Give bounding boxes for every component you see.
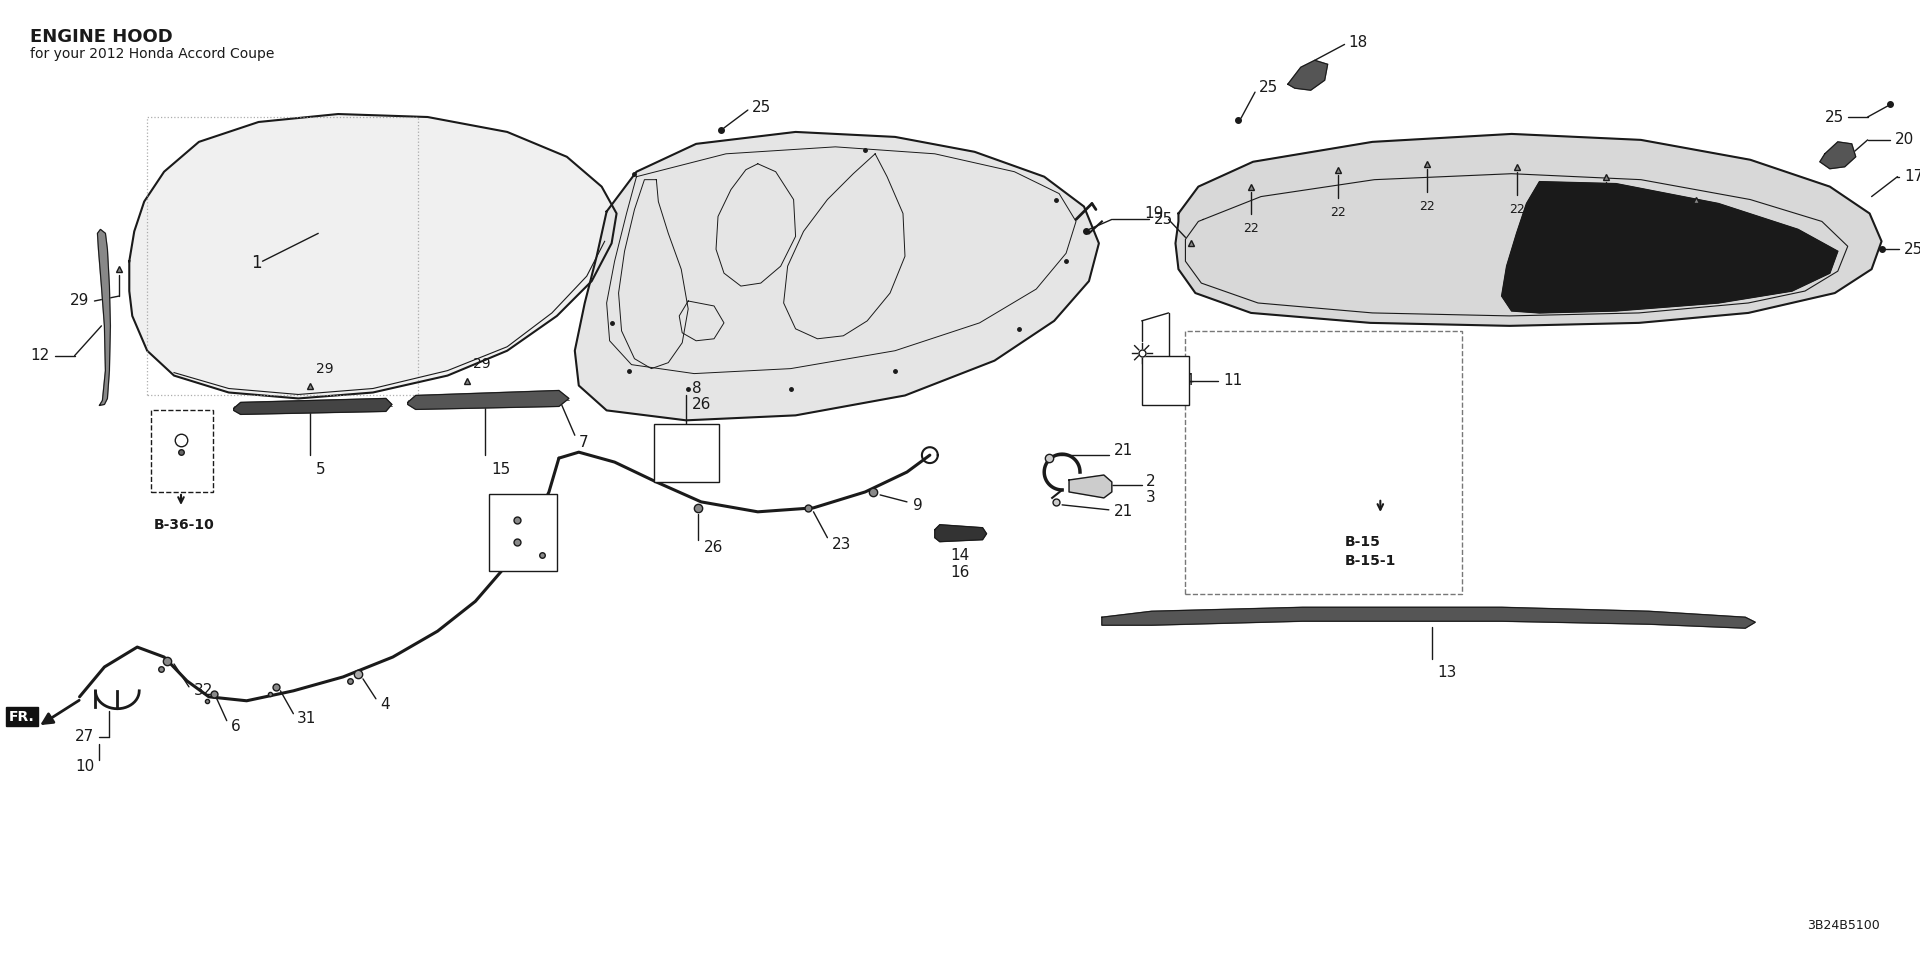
Text: 22: 22 bbox=[1331, 205, 1346, 219]
Text: 27: 27 bbox=[509, 527, 528, 542]
FancyBboxPatch shape bbox=[490, 494, 557, 571]
Text: 29: 29 bbox=[71, 294, 90, 308]
Text: 21: 21 bbox=[1114, 504, 1133, 519]
Text: 19: 19 bbox=[1144, 206, 1164, 221]
Text: 23: 23 bbox=[831, 538, 851, 552]
Polygon shape bbox=[1501, 181, 1837, 313]
Text: 25: 25 bbox=[1903, 242, 1920, 256]
Text: 21: 21 bbox=[1114, 443, 1133, 458]
Text: 24: 24 bbox=[1175, 373, 1194, 388]
Text: 1: 1 bbox=[252, 254, 261, 273]
Text: 32: 32 bbox=[194, 684, 213, 698]
Text: 13: 13 bbox=[1436, 665, 1457, 680]
Text: 31: 31 bbox=[296, 711, 315, 726]
Text: 8: 8 bbox=[691, 381, 703, 396]
Text: 25: 25 bbox=[753, 100, 772, 114]
Text: 28: 28 bbox=[536, 542, 555, 557]
Text: 4: 4 bbox=[380, 697, 390, 712]
Text: 22: 22 bbox=[1242, 223, 1260, 235]
Text: 29: 29 bbox=[474, 356, 492, 371]
Polygon shape bbox=[1288, 60, 1327, 90]
FancyBboxPatch shape bbox=[1142, 356, 1188, 405]
Polygon shape bbox=[574, 132, 1098, 420]
FancyBboxPatch shape bbox=[1185, 331, 1461, 594]
Polygon shape bbox=[1102, 608, 1755, 628]
Text: B-36-10: B-36-10 bbox=[154, 517, 215, 532]
Text: 29: 29 bbox=[317, 362, 334, 375]
Text: 17: 17 bbox=[1905, 169, 1920, 184]
Text: 22: 22 bbox=[1688, 235, 1703, 249]
FancyBboxPatch shape bbox=[655, 424, 718, 482]
Text: 16: 16 bbox=[950, 564, 970, 580]
Polygon shape bbox=[129, 114, 616, 398]
Text: 14: 14 bbox=[950, 547, 970, 563]
Text: 30: 30 bbox=[509, 504, 528, 519]
Polygon shape bbox=[1175, 134, 1882, 325]
Text: 6: 6 bbox=[230, 719, 240, 734]
Text: for your 2012 Honda Accord Coupe: for your 2012 Honda Accord Coupe bbox=[31, 47, 275, 61]
Text: 2: 2 bbox=[1146, 474, 1156, 490]
Text: 5: 5 bbox=[317, 462, 326, 477]
FancyBboxPatch shape bbox=[152, 410, 213, 492]
Polygon shape bbox=[407, 391, 568, 409]
Text: 3B24B5100: 3B24B5100 bbox=[1807, 920, 1880, 932]
Text: B-15: B-15 bbox=[1344, 535, 1380, 549]
Polygon shape bbox=[935, 525, 987, 541]
Text: 3: 3 bbox=[1146, 491, 1156, 505]
Text: 10: 10 bbox=[75, 759, 94, 774]
Text: 25: 25 bbox=[1260, 80, 1279, 95]
Text: FR.: FR. bbox=[10, 709, 35, 724]
Text: ENGINE HOOD: ENGINE HOOD bbox=[31, 28, 173, 45]
Text: 27: 27 bbox=[75, 729, 94, 744]
Polygon shape bbox=[98, 229, 109, 405]
Text: 22: 22 bbox=[1597, 212, 1615, 226]
Text: 12: 12 bbox=[31, 348, 50, 363]
Text: 22: 22 bbox=[1419, 200, 1434, 212]
Text: 26: 26 bbox=[705, 540, 724, 555]
Polygon shape bbox=[234, 398, 392, 415]
Text: 18: 18 bbox=[1348, 35, 1367, 50]
Text: 26: 26 bbox=[691, 396, 712, 412]
Text: 9: 9 bbox=[912, 498, 924, 514]
Text: 25: 25 bbox=[1154, 212, 1173, 227]
Text: 15: 15 bbox=[492, 462, 511, 477]
Polygon shape bbox=[1069, 475, 1112, 498]
Text: 11: 11 bbox=[1223, 373, 1242, 388]
Text: 22: 22 bbox=[1509, 203, 1524, 216]
Text: B-15-1: B-15-1 bbox=[1344, 554, 1396, 567]
Polygon shape bbox=[1820, 142, 1857, 169]
Text: 7: 7 bbox=[578, 435, 588, 449]
Text: 20: 20 bbox=[1895, 132, 1914, 148]
Text: 25: 25 bbox=[1824, 109, 1843, 125]
